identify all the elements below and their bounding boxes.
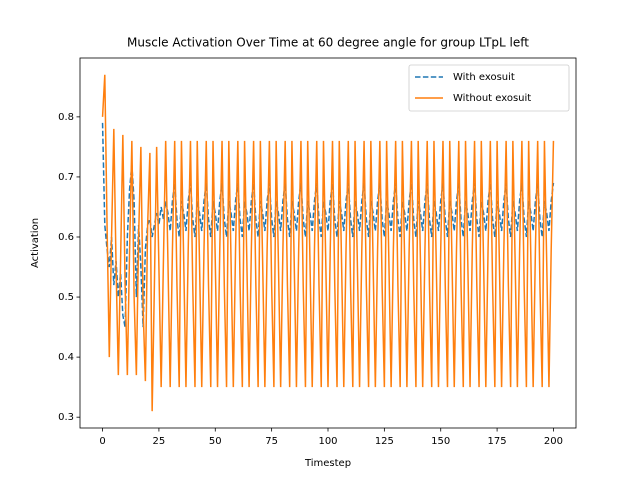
x-tick-label: 175 xyxy=(488,436,507,447)
y-axis-label: Activation xyxy=(30,218,41,268)
x-tick-label: 100 xyxy=(318,436,337,447)
legend-box xyxy=(408,64,570,112)
x-tick-label: 0 xyxy=(99,436,105,447)
x-tick-label: 125 xyxy=(375,436,394,447)
y-tick-label: 0.7 xyxy=(58,172,74,183)
x-tick-label: 200 xyxy=(544,436,563,447)
legend-label: With exosuit xyxy=(453,72,515,83)
y-tick-label: 0.5 xyxy=(58,292,74,303)
x-axis-label: Timestep xyxy=(304,458,351,469)
y-tick-label: 0.3 xyxy=(58,412,74,423)
x-tick-label: 25 xyxy=(153,436,166,447)
series-line xyxy=(101,74,555,412)
x-tick-label: 50 xyxy=(209,436,222,447)
plot-frame xyxy=(79,57,577,429)
series-line xyxy=(101,122,555,328)
x-tick-label: 150 xyxy=(431,436,450,447)
x-tick-label: 75 xyxy=(265,436,278,447)
chart-title: Muscle Activation Over Time at 60 degree… xyxy=(127,36,529,50)
y-tick-label: 0.4 xyxy=(58,352,74,363)
y-tick-label: 0.6 xyxy=(58,232,74,243)
y-tick-label: 0.8 xyxy=(58,112,74,123)
legend-label: Without exosuit xyxy=(453,93,531,104)
